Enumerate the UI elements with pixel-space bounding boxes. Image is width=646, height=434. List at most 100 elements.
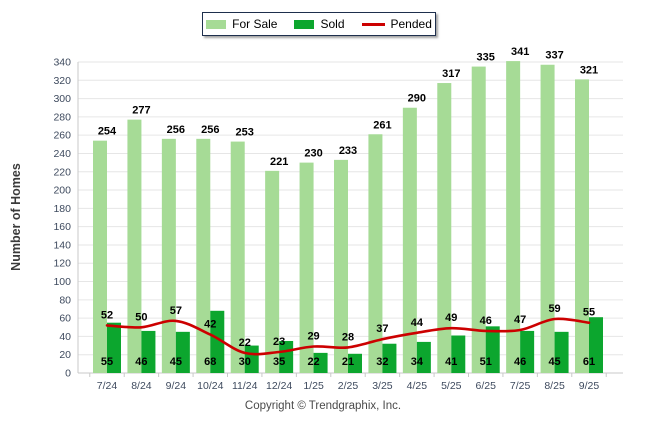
- pended-value-label: 28: [342, 331, 354, 343]
- sold-bar: [382, 343, 397, 373]
- y-tick-label: 120: [53, 258, 71, 270]
- y-tick-label: 40: [59, 331, 71, 343]
- pended-value-label: 46: [480, 315, 492, 327]
- sold-bar: [416, 341, 431, 373]
- for-sale-value-label: 256: [167, 124, 185, 136]
- sold-value-label: 41: [445, 356, 457, 368]
- sold-value-label: 32: [376, 356, 388, 368]
- x-tick-label: 8/25: [544, 380, 565, 392]
- sold-value-label: 45: [548, 356, 560, 368]
- y-tick-label: 340: [53, 57, 71, 69]
- for-sale-value-label: 277: [132, 105, 150, 117]
- sold-value-label: 51: [480, 356, 492, 368]
- for-sale-value-label: 335: [477, 52, 495, 64]
- y-tick-label: 220: [53, 166, 71, 178]
- x-tick-label: 1/25: [303, 380, 324, 392]
- y-tick-label: 100: [53, 276, 71, 288]
- sold-bar: [485, 326, 500, 373]
- for-sale-bar: [437, 83, 452, 373]
- pended-line: [105, 317, 591, 356]
- sold-bar: [520, 330, 535, 373]
- sold-bar: [279, 340, 294, 373]
- x-tick-label: 7/25: [510, 380, 531, 392]
- for-sale-bar: [265, 170, 280, 373]
- y-axis-title: Number of Homes: [9, 163, 23, 271]
- x-tick-label: 12/24: [266, 380, 292, 392]
- for-sale-bar: [299, 162, 314, 373]
- x-tick-label: 2/25: [338, 380, 359, 392]
- y-tick-label: 300: [53, 93, 71, 105]
- sold-value-label: 22: [307, 356, 319, 368]
- sold-bar: [313, 352, 328, 373]
- x-tick-label: 10/24: [197, 380, 223, 392]
- pended-line-swatch-icon: [361, 22, 385, 26]
- sold-value-label: 35: [273, 356, 285, 368]
- y-tick-label: 20: [59, 349, 71, 361]
- pended-value-label: 55: [583, 307, 595, 319]
- for-sale-bar: [402, 107, 417, 373]
- copyright-text: Copyright © Trendgraphix, Inc.: [244, 400, 402, 412]
- y-tick-label: 80: [59, 294, 71, 306]
- x-tick-label: 4/25: [407, 380, 428, 392]
- for-sale-value-label: 221: [270, 156, 288, 168]
- pended-value-label: 42: [204, 319, 216, 331]
- sold-value-label: 46: [514, 356, 526, 368]
- x-tick-label: 5/25: [441, 380, 462, 392]
- x-tick-label: 9/24: [166, 380, 187, 392]
- y-tick-label: 260: [53, 130, 71, 142]
- pended-value-label: 23: [273, 336, 285, 348]
- for-sale-value-label: 290: [408, 93, 426, 105]
- sold-value-label: 46: [135, 356, 147, 368]
- sold-value-label: 21: [342, 356, 354, 368]
- y-tick-label: 180: [53, 203, 71, 215]
- y-tick-label: 280: [53, 111, 71, 123]
- x-tick-label: 8/24: [131, 380, 152, 392]
- x-tick-label: 11/24: [232, 380, 258, 392]
- for-sale-swatch-icon: [206, 19, 227, 29]
- legend-item-for-sale: For Sale: [206, 18, 277, 30]
- sold-bar: [451, 335, 466, 373]
- x-tick-label: 6/25: [475, 380, 496, 392]
- y-tick-label: 240: [53, 148, 71, 160]
- pended-value-label: 47: [514, 314, 526, 326]
- for-sale-bar: [540, 64, 555, 374]
- y-tick-label: 140: [53, 239, 71, 251]
- sold-value-label: 61: [583, 356, 595, 368]
- legend-item-sold: Sold: [294, 18, 345, 30]
- for-sale-bar: [506, 61, 521, 373]
- pended-value-label: 29: [307, 330, 319, 342]
- y-tick-label: 200: [53, 185, 71, 197]
- pended-value-label: 57: [170, 305, 182, 317]
- for-sale-bar: [196, 138, 211, 373]
- for-sale-value-label: 317: [442, 68, 460, 80]
- for-sale-value-label: 341: [511, 46, 529, 58]
- sold-bar: [348, 353, 362, 373]
- pended-value-label: 59: [548, 303, 560, 315]
- for-sale-bar: [230, 141, 245, 373]
- for-sale-value-label: 256: [201, 124, 219, 136]
- for-sale-value-label: 261: [373, 119, 391, 131]
- x-tick-label: 7/24: [97, 380, 118, 392]
- for-sale-bar: [471, 66, 486, 373]
- y-tick-label: 320: [53, 75, 71, 87]
- for-sale-bar: [368, 134, 383, 373]
- pended-value-label: 52: [101, 309, 113, 321]
- for-sale-bar: [161, 138, 176, 373]
- for-sale-bar: [93, 140, 107, 373]
- legend-label-pended: Pended: [390, 17, 432, 31]
- for-sale-value-label: 254: [98, 126, 117, 138]
- for-sale-bar: [127, 119, 142, 374]
- sold-bar: [554, 331, 569, 373]
- pended-value-label: 37: [376, 323, 388, 335]
- y-tick-label: 60: [59, 313, 71, 325]
- sold-value-label: 45: [170, 356, 182, 368]
- for-sale-bar: [334, 159, 348, 373]
- sold-bar: [107, 322, 121, 373]
- for-sale-value-label: 230: [304, 148, 322, 160]
- y-tick-label: 160: [53, 221, 71, 233]
- sold-value-label: 68: [204, 356, 216, 368]
- x-tick-label: 9/25: [579, 380, 600, 392]
- sold-bar: [175, 331, 190, 373]
- for-sale-value-label: 253: [236, 127, 254, 139]
